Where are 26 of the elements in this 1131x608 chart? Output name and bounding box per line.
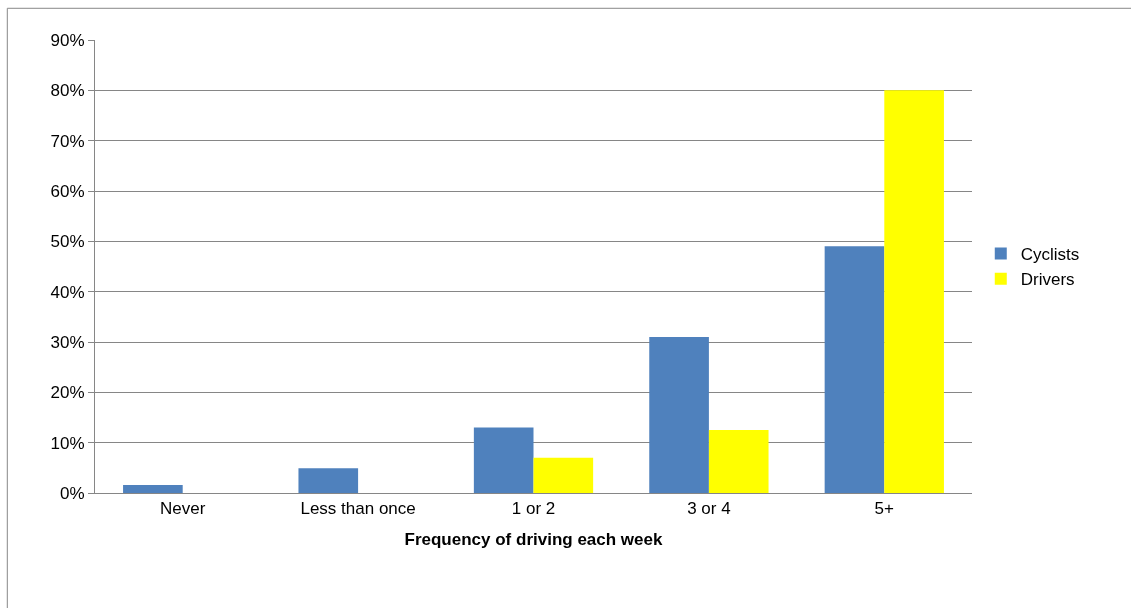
- y-tick-label: 30%: [50, 332, 85, 352]
- bar: [298, 468, 359, 493]
- y-tick-label: 20%: [50, 383, 85, 403]
- x-tick-label: Less than once: [300, 499, 416, 519]
- bar: [824, 246, 885, 493]
- legend-label: Cyclists: [1020, 245, 1080, 265]
- y-tick-label: 70%: [50, 131, 85, 151]
- bar: [649, 336, 709, 493]
- y-tick-label: 90%: [50, 30, 85, 50]
- bar: [708, 430, 769, 493]
- legend-label: Drivers: [1020, 270, 1075, 290]
- x-tick-label: Never: [160, 499, 206, 519]
- bar: [473, 427, 534, 493]
- y-tick-label: 50%: [50, 232, 85, 252]
- x-tick-label: 1 or 2: [511, 499, 556, 519]
- x-tick-label: 5+: [874, 499, 895, 519]
- y-tick-label: 60%: [50, 181, 85, 201]
- x-tick-label: 3 or 4: [687, 499, 731, 519]
- y-tick-label: 80%: [50, 81, 85, 101]
- x-axis-title: Frequency of driving each week: [404, 529, 663, 549]
- bar: [123, 484, 183, 493]
- y-tick-label: 10%: [50, 433, 85, 453]
- bar: [533, 457, 594, 493]
- y-tick-label: 0%: [60, 483, 85, 503]
- bar: [884, 90, 944, 493]
- y-tick-label: 40%: [50, 282, 85, 302]
